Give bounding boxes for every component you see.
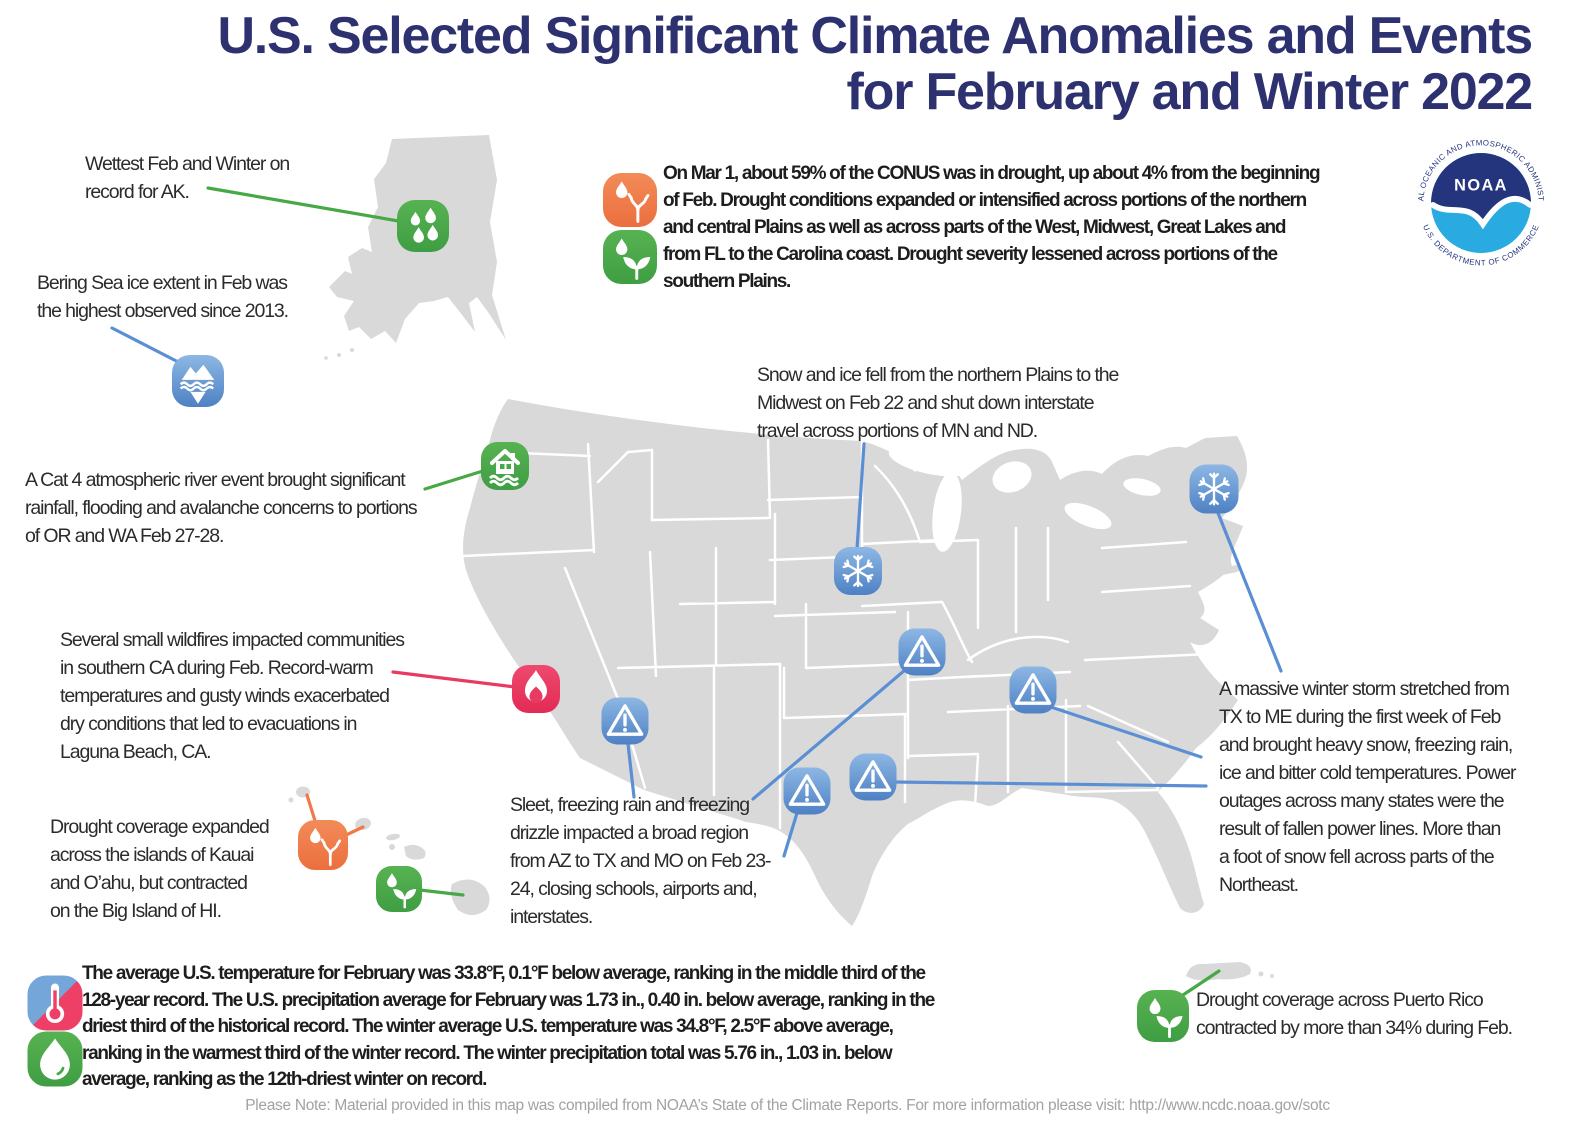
drought-icon: [310, 827, 342, 867]
snowflake-icon: [842, 554, 874, 588]
warning-icon: [788, 774, 826, 806]
callout-wildfires: Several small wildfires impacted communi…: [60, 629, 405, 763]
map-icon-warning-mo: [898, 628, 946, 676]
fire-icon: [525, 670, 547, 703]
map-icon-ak-precip: [397, 200, 449, 252]
callout-sleet: Sleet, freezing rain and freezing drizzl…: [510, 794, 771, 928]
map-icon-hi-drought: [298, 820, 348, 870]
callout-puerto-rico: Drought coverage across Puerto Rico cont…: [1196, 989, 1513, 1039]
callout-hawaii-drought: Drought coverage expanded across the isl…: [50, 816, 270, 922]
map-icon-pr-drought-relief: [1137, 990, 1189, 1042]
title-line2: for February and Winter 2022: [846, 63, 1534, 121]
callout-conus-drought: On Mar 1, about 59% of the CONUS was in …: [663, 163, 1321, 292]
thermometer-icon: [45, 983, 65, 1024]
drought-relief-icon: [387, 873, 417, 909]
iceberg-icon: [179, 364, 215, 404]
warning-icon: [1014, 673, 1052, 705]
seagull-icon: [1430, 195, 1533, 230]
drought-relief-icon: [616, 238, 651, 280]
legend-icon-precipitation: [27, 1031, 83, 1087]
map-icon-snowflake-ne: [1189, 464, 1239, 514]
raindrops-icon: [410, 207, 439, 243]
noaa-logo: NATIONAL OCEANIC AND ATMOSPHERIC ADMINIS…: [1408, 130, 1553, 275]
snowflake-icon: [1197, 472, 1231, 506]
state-borders: [461, 438, 1210, 830]
map-icon-wildfire: [512, 665, 560, 713]
page-title: U.S. Selected Significant Climate Anomal…: [217, 7, 1534, 121]
great-lakes: [888, 445, 1161, 552]
map-icon-hi-drought-relief: [376, 866, 422, 912]
summary-text: The average U.S. temperature for Februar…: [82, 963, 935, 1090]
map-icon-snowflake-mn: [834, 547, 882, 595]
warning-icon: [606, 704, 644, 736]
title-line1: U.S. Selected Significant Climate Anomal…: [217, 7, 1533, 65]
callout-snow-ice: Snow and ice fell from the northern Plai…: [757, 364, 1119, 442]
conus-map-shape: [461, 399, 1248, 926]
flood-icon: [489, 449, 520, 487]
callout-winter-storm: A massive winter storm stretched from TX…: [1219, 678, 1516, 896]
callout-bering-ice: Bering Sea ice extent in Feb was the hig…: [37, 272, 289, 322]
warning-icon: [854, 760, 892, 792]
callout-atmospheric-river: A Cat 4 atmospheric river event brought …: [25, 469, 418, 547]
map-icon-warning-az: [601, 697, 649, 745]
map-icon-warning-tx-east: [849, 753, 897, 801]
warning-icon: [903, 635, 941, 667]
footer-note: Please Note: Material provided in this m…: [245, 1097, 1330, 1114]
legend-icon-temperature: [27, 975, 83, 1031]
drought-relief-icon: [1149, 998, 1183, 1038]
callout-connector-lines: [110, 186, 1283, 999]
map-icon-warning-tn: [1009, 666, 1057, 714]
drought-icon: [616, 181, 650, 223]
logo-noaa-text: NOAA: [1454, 177, 1508, 195]
map-icon-bering-ice: [172, 355, 224, 407]
map-icon-flood: [481, 442, 529, 490]
map-icon-warning-tx-west: [783, 767, 831, 815]
water-drop-icon: [40, 1038, 70, 1080]
callout-ak-wettest: Wettest Feb and Winter on record for AK.: [85, 153, 290, 203]
legend-icon-drought-relief: [603, 230, 657, 284]
legend-icon-drought: [603, 173, 657, 227]
puerto-rico-map-shape: [1186, 962, 1274, 981]
